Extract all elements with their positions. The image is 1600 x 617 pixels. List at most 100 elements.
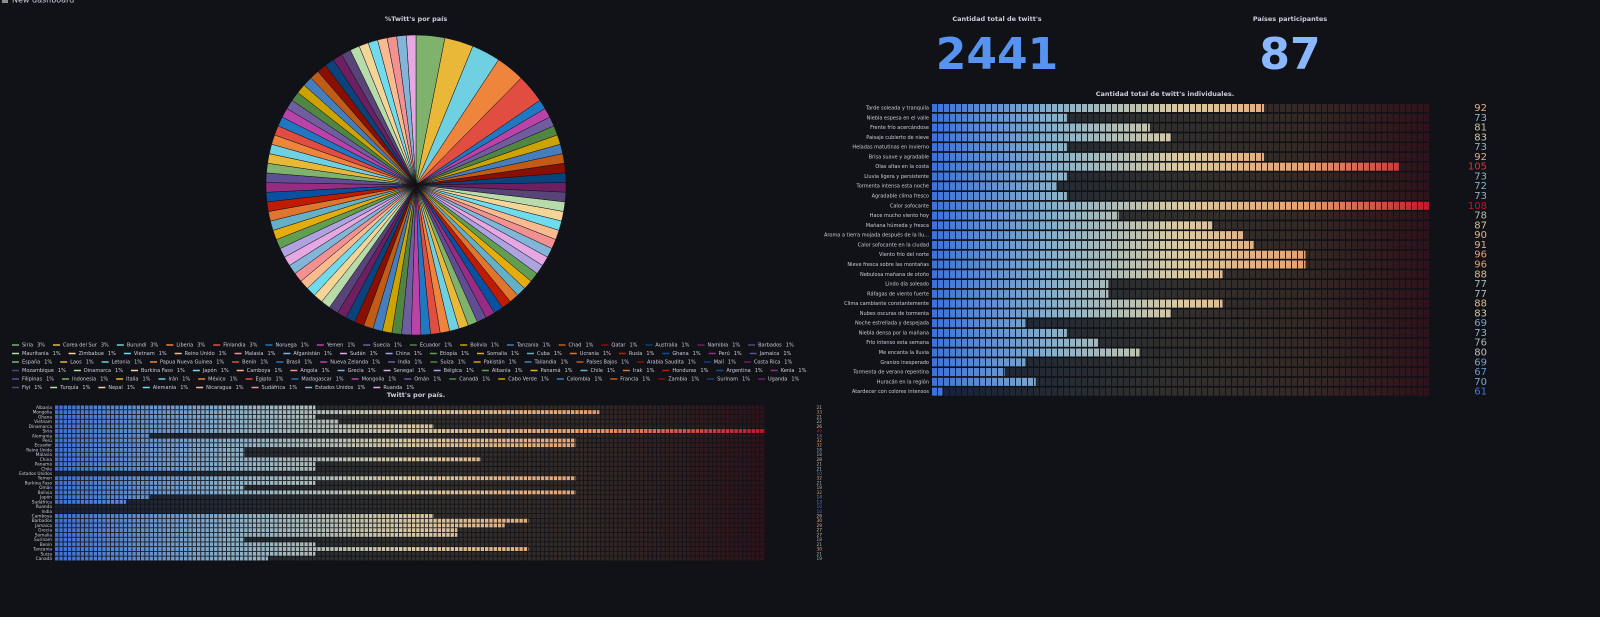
legend-item[interactable]: Nueva Zelanda 1% [320, 360, 380, 366]
legend-item[interactable]: Turquía 1% [50, 384, 91, 391]
legend-item[interactable]: Egipto 1% [245, 377, 284, 383]
legend-item[interactable]: Canadá 1% [449, 376, 490, 383]
legend-item[interactable]: Somalia 1% [477, 351, 519, 357]
legend-item[interactable]: Filipinas 1% [12, 377, 54, 383]
legend-item[interactable]: Burundi 3% [116, 343, 159, 349]
legend-item[interactable]: Colombia 1% [556, 377, 603, 383]
legend-item[interactable]: Jamaica 1% [749, 351, 792, 357]
legend-item[interactable]: Ecuador 1% [409, 343, 453, 349]
legend-item[interactable]: Malasia 1% [234, 351, 276, 357]
legend-item[interactable]: Estados Unidos 1% [305, 385, 366, 391]
legend-item[interactable]: Brasil 1% [276, 360, 312, 366]
legend-item[interactable]: Mozambique 1% [12, 368, 66, 374]
legend-item[interactable]: Afganistán 1% [283, 350, 332, 357]
legend-item[interactable]: China 1% [385, 351, 422, 357]
legend-item[interactable]: Zambia 1% [658, 377, 699, 383]
bar-segments [932, 162, 1430, 171]
legend-item[interactable]: Liberia 3% [166, 343, 205, 349]
legend-item[interactable]: Angola 1% [290, 368, 330, 374]
legend-item[interactable]: Omán 1% [404, 376, 441, 383]
bar-value: 77 [1474, 279, 1487, 290]
bar-label: Nubes oscuras de tormenta [860, 311, 929, 317]
legend-item[interactable]: Suecia 1% [363, 343, 402, 349]
legend-item[interactable]: Albania 1% [481, 368, 523, 374]
bar-value: 21 [817, 542, 823, 548]
legend-item[interactable]: Uganda 1% [758, 377, 800, 383]
legend-item[interactable]: Benín 1% [232, 359, 269, 366]
legend-item[interactable]: Panamá 1% [530, 367, 573, 374]
legend-item[interactable]: Costa Rica 1% [743, 360, 793, 366]
legend-item[interactable]: Corea del Sur 3% [53, 343, 109, 349]
legend-item[interactable]: Reino Unido 1% [174, 351, 227, 357]
legend-item[interactable]: Grecia 1% [337, 368, 376, 374]
legend-item[interactable]: Mauritania 1% [12, 351, 61, 357]
legend-item[interactable]: Suiza 1% [430, 360, 466, 366]
legend-item[interactable]: Pakistán 1% [473, 359, 517, 366]
legend-label: Camboya [247, 368, 271, 374]
legend-item[interactable]: Francia 1% [610, 377, 650, 383]
legend-item[interactable]: Argentina 1% [716, 368, 763, 374]
legend-item[interactable]: Ghana 1% [662, 351, 701, 357]
dashboard-title[interactable]: New dashboard [12, 0, 74, 5]
legend-item[interactable]: Chad 1% [558, 343, 594, 349]
legend-item[interactable]: Namibia 1% [697, 343, 740, 349]
bar-label: Clima cambiante constantemente [844, 301, 929, 307]
legend-item[interactable]: Senegal 1% [383, 368, 426, 374]
legend-item[interactable]: Nicaragua 1% [196, 385, 244, 391]
legend-item[interactable]: Chile 1% [580, 368, 615, 374]
legend-item[interactable]: Nepal 1% [98, 385, 135, 391]
legend-item[interactable]: Perú 1% [708, 350, 742, 357]
legend-item[interactable]: Bolivia 1% [460, 343, 499, 349]
legend-item[interactable]: Tanzania 1% [506, 343, 551, 349]
legend-label: Kenia [781, 368, 795, 374]
legend-label: Etiopía [440, 350, 457, 357]
legend-item[interactable]: España 1% [12, 360, 52, 366]
legend-item[interactable]: Etiopía 1% [429, 350, 469, 357]
legend-item[interactable]: Rusia 1% [618, 351, 655, 357]
legend-item[interactable]: Arabia Saudita 1% [637, 360, 696, 366]
legend-item[interactable]: Mongolia 1% [351, 377, 397, 383]
legend-item[interactable]: Alemania 1% [142, 385, 189, 391]
legend-item[interactable]: Malí 1% [703, 359, 736, 366]
legend-item[interactable]: Italia 1% [116, 377, 151, 383]
legend-label: Mauritania [22, 351, 49, 357]
legend-item[interactable]: Kenia 1% [770, 368, 807, 374]
legend-item[interactable]: Barbados 1% [748, 343, 794, 349]
legend-label: Filipinas [22, 377, 42, 383]
legend-item[interactable]: Australia 1% [645, 343, 690, 349]
legend-item[interactable]: Ucrania 1% [569, 351, 611, 357]
legend-item[interactable]: Tailandia 1% [524, 360, 569, 366]
legend-item[interactable]: Sudán 1% [339, 350, 378, 357]
legend-item[interactable]: Qatar 1% [601, 343, 638, 349]
legend-item[interactable]: Irán 1% [158, 376, 190, 383]
legend-item[interactable]: Surinam 1% [707, 377, 750, 383]
legend-item[interactable]: Camboya 1% [236, 368, 283, 374]
legend-item[interactable]: Fiyi 1% [12, 385, 42, 391]
legend-item[interactable]: Bélgica 1% [433, 367, 474, 374]
legend-label: Honduras [672, 368, 696, 374]
legend-item[interactable]: Japón 1% [192, 367, 229, 374]
legend-item[interactable]: Países Bajos 1% [576, 359, 629, 366]
legend-item[interactable]: Indonesia 1% [62, 377, 108, 383]
legend-item[interactable]: Yemen 1% [316, 343, 356, 349]
legend-item[interactable]: Vietnam 1% [123, 351, 167, 357]
legend-item[interactable]: Ruanda 1% [373, 385, 414, 391]
legend-item[interactable]: Zimbabue 1% [68, 351, 117, 357]
legend-item[interactable]: Letonia 1% [101, 360, 143, 366]
legend-item[interactable]: México 1% [198, 376, 238, 383]
bar-value: 30 [817, 518, 823, 524]
legend-item[interactable]: Cuba 1% [526, 351, 562, 357]
legend-item[interactable]: Laos 1% [60, 360, 94, 366]
legend-item[interactable]: Papua Nueva Guinea 1% [150, 360, 224, 366]
legend-item[interactable]: Sudáfrica 1% [251, 384, 298, 391]
legend-item[interactable]: Dinamarca 1% [73, 368, 123, 374]
legend-item[interactable]: Noruega 1% [265, 343, 309, 349]
legend-item[interactable]: Madagascar 1% [291, 377, 344, 383]
legend-item[interactable]: India 1% [388, 360, 423, 366]
legend-item[interactable]: Burkina Faso 1% [130, 368, 185, 374]
legend-item[interactable]: Cabo Verde 1% [498, 377, 549, 383]
legend-item[interactable]: Finlandia 3% [213, 343, 258, 349]
legend-item[interactable]: Honduras 1% [662, 368, 709, 374]
legend-item[interactable]: Irak 1% [622, 368, 655, 374]
legend-item[interactable]: Siria 3% [12, 343, 45, 349]
